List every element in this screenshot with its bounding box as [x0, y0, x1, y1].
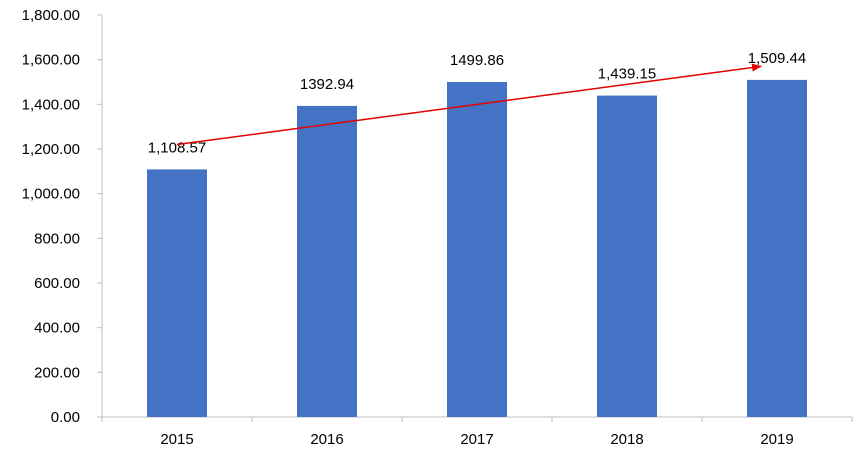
y-tick-label: 1,000.00 — [22, 186, 80, 203]
bar-2016 — [297, 105, 357, 417]
y-tick-label: 800.00 — [34, 230, 80, 247]
trend-arrow — [176, 63, 762, 146]
x-tick-label: 2017 — [460, 431, 493, 448]
data-label: 1,439.15 — [598, 66, 656, 83]
y-tick-label: 1,200.00 — [22, 141, 80, 158]
bar-2017 — [447, 82, 507, 418]
y-tick-label: 0.00 — [51, 409, 80, 426]
bar-2018 — [597, 95, 657, 417]
data-label: 1499.86 — [450, 52, 504, 69]
data-label: 1,509.44 — [748, 50, 806, 67]
x-tick-label: 2018 — [610, 431, 643, 448]
data-label: 1392.94 — [300, 76, 354, 93]
y-tick-label: 600.00 — [34, 275, 80, 292]
y-tick-label: 200.00 — [34, 364, 80, 381]
bar-2015 — [147, 169, 207, 417]
y-tick-label: 1,600.00 — [22, 52, 80, 69]
data-label: 1,108.57 — [148, 139, 206, 156]
y-tick-label: 1,400.00 — [22, 96, 80, 113]
x-tick-label: 2016 — [310, 431, 343, 448]
y-tick-label: 400.00 — [34, 320, 80, 337]
bar-2019 — [747, 79, 807, 418]
x-tick-label: 2019 — [760, 431, 793, 448]
y-tick-label: 1,800.00 — [22, 7, 80, 24]
x-tick-label: 2015 — [160, 431, 193, 448]
